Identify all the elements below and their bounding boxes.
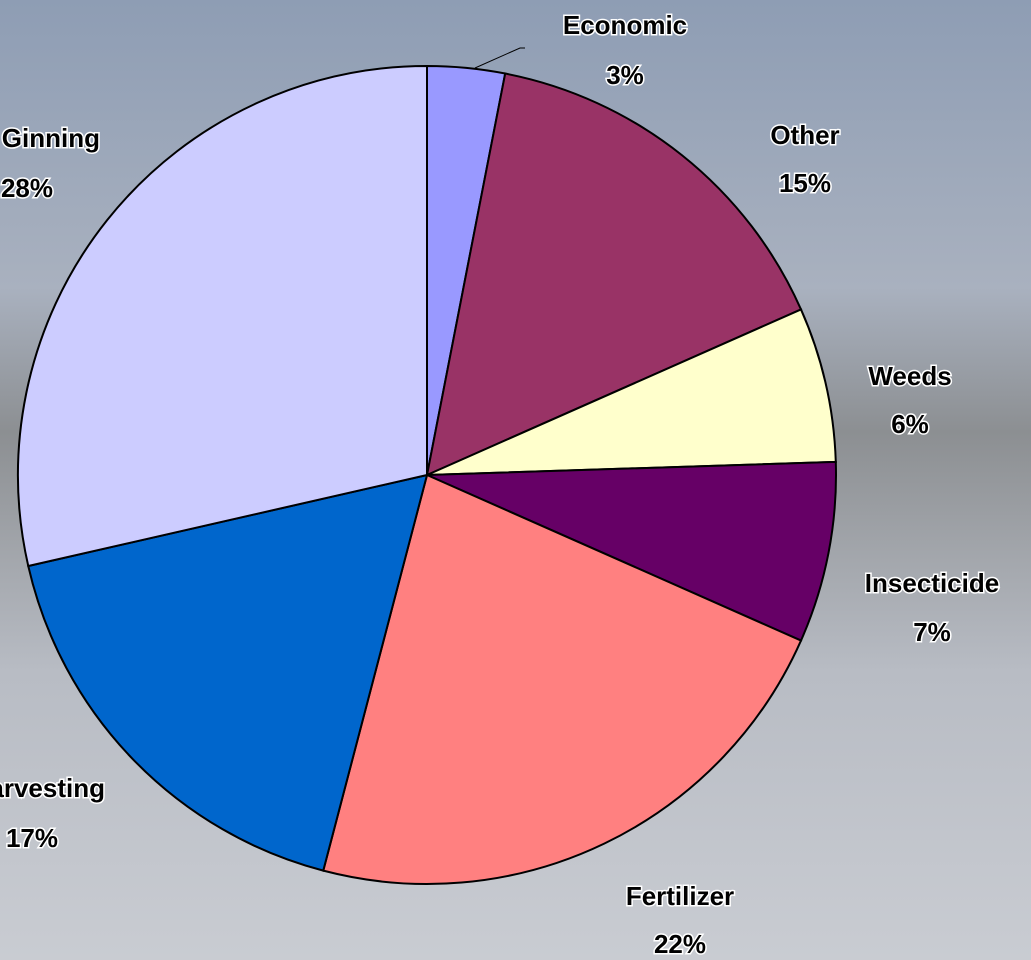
slice-value-label: 17% bbox=[6, 823, 58, 853]
slice-value-label: 22% bbox=[654, 929, 706, 959]
chart: Economic 3% Other 15% Weeds 6% Insecticide 7% Fe… bbox=[0, 0, 1031, 960]
slice-label: Economic bbox=[563, 10, 687, 40]
slice-label: Insecticide bbox=[865, 568, 999, 598]
slice-value-label: 15% bbox=[779, 168, 831, 198]
slice-label: Weeds bbox=[868, 361, 951, 391]
page: {"chart_data": {"type": "pie", "categori… bbox=[0, 0, 1031, 960]
slice-value-label: 28% bbox=[1, 173, 53, 203]
slice-value-label: 6% bbox=[891, 409, 929, 439]
slice-label: Other bbox=[770, 120, 839, 150]
slice-label: Fertilizer bbox=[626, 881, 734, 911]
slice-value-label: 7% bbox=[913, 617, 951, 647]
slice-value-label: 3% bbox=[606, 60, 644, 90]
slice-label: Ginning bbox=[2, 123, 100, 153]
slice-label: Harvesting bbox=[0, 773, 105, 803]
